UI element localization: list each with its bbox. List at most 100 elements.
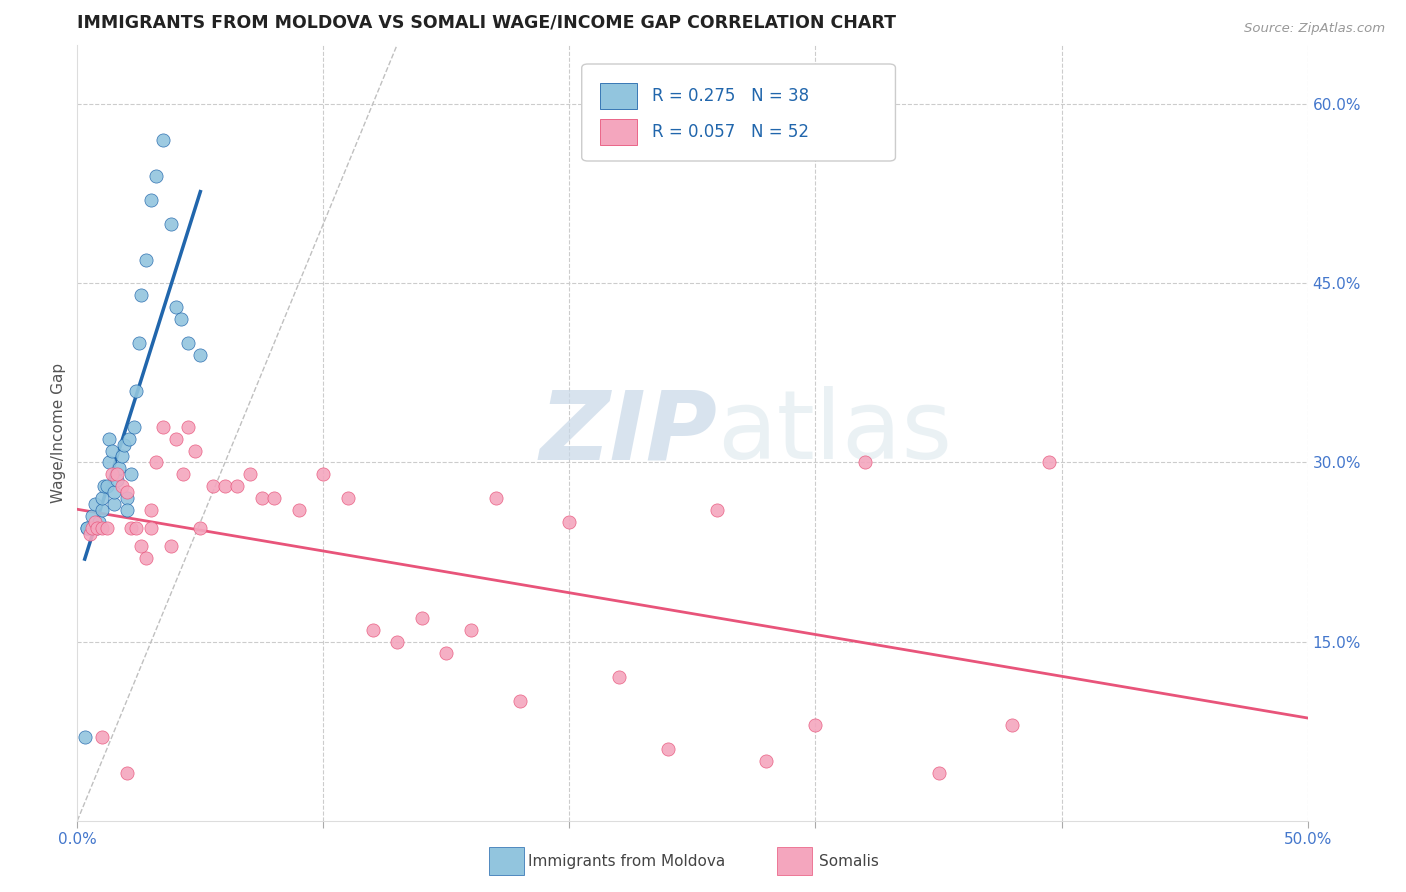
Point xyxy=(96,479,118,493)
Point xyxy=(165,432,187,446)
Y-axis label: Wage/Income Gap: Wage/Income Gap xyxy=(51,362,66,503)
Point xyxy=(129,288,153,302)
Point xyxy=(83,515,105,529)
Point xyxy=(111,450,132,464)
Point xyxy=(188,521,212,535)
Point xyxy=(385,634,409,648)
Point xyxy=(93,479,115,493)
Point xyxy=(79,527,101,541)
Point xyxy=(76,521,98,535)
Point xyxy=(177,419,200,434)
Point xyxy=(558,515,581,529)
Point xyxy=(115,491,138,506)
Point xyxy=(607,670,630,684)
Point xyxy=(125,521,148,535)
Point xyxy=(86,521,108,535)
Point xyxy=(115,503,138,517)
Point xyxy=(239,467,262,482)
Point xyxy=(103,497,125,511)
Point xyxy=(337,491,360,506)
Point xyxy=(755,754,778,768)
Point xyxy=(98,455,121,469)
Point xyxy=(706,503,728,517)
Point xyxy=(135,252,157,267)
Point xyxy=(160,539,183,553)
Point xyxy=(485,491,508,506)
Point xyxy=(657,742,679,756)
Point xyxy=(226,479,249,493)
Point xyxy=(152,419,174,434)
Point xyxy=(73,730,96,744)
Point xyxy=(108,461,131,475)
Point xyxy=(436,647,458,661)
Point xyxy=(115,485,138,500)
Point xyxy=(928,765,950,780)
Point xyxy=(460,623,482,637)
Point xyxy=(145,169,167,183)
Point xyxy=(214,479,236,493)
Point xyxy=(170,312,193,326)
Point xyxy=(141,521,163,535)
FancyBboxPatch shape xyxy=(600,120,637,145)
Point xyxy=(82,509,104,524)
Point xyxy=(90,730,114,744)
Point xyxy=(103,485,125,500)
Point xyxy=(128,336,150,351)
Point xyxy=(804,718,827,732)
Point xyxy=(118,432,141,446)
Point xyxy=(112,437,135,451)
Point xyxy=(853,455,876,469)
Point xyxy=(101,443,124,458)
Point xyxy=(121,521,143,535)
Point xyxy=(90,491,114,506)
Point xyxy=(141,503,163,517)
Point xyxy=(145,455,167,469)
Point xyxy=(96,521,118,535)
Point xyxy=(152,133,174,147)
Point xyxy=(90,521,114,535)
Text: atlas: atlas xyxy=(717,386,952,479)
Point xyxy=(105,474,128,488)
Text: R = 0.057   N = 52: R = 0.057 N = 52 xyxy=(652,123,808,141)
Point xyxy=(135,551,157,566)
Point xyxy=(105,467,128,482)
Point xyxy=(129,539,153,553)
Text: R = 0.275   N = 38: R = 0.275 N = 38 xyxy=(652,87,808,105)
Point xyxy=(82,521,104,535)
Text: Somalis: Somalis xyxy=(818,855,879,869)
Point xyxy=(184,443,207,458)
Text: IMMIGRANTS FROM MOLDOVA VS SOMALI WAGE/INCOME GAP CORRELATION CHART: IMMIGRANTS FROM MOLDOVA VS SOMALI WAGE/I… xyxy=(77,14,897,32)
Point xyxy=(172,467,194,482)
Point xyxy=(411,610,433,624)
Point xyxy=(141,193,163,207)
FancyBboxPatch shape xyxy=(600,83,637,109)
Point xyxy=(263,491,285,506)
Point xyxy=(1001,718,1024,732)
Point xyxy=(89,515,111,529)
Point xyxy=(76,521,98,535)
Point xyxy=(90,503,114,517)
Point xyxy=(98,432,121,446)
Point xyxy=(83,497,105,511)
Point xyxy=(101,467,124,482)
Point xyxy=(1038,455,1060,469)
Point xyxy=(188,348,212,362)
Point xyxy=(111,479,132,493)
Point xyxy=(121,467,143,482)
FancyBboxPatch shape xyxy=(582,64,896,161)
Point xyxy=(177,336,200,351)
Text: Immigrants from Moldova: Immigrants from Moldova xyxy=(529,855,725,869)
Point xyxy=(165,300,187,314)
Point xyxy=(509,694,531,708)
Point xyxy=(361,623,384,637)
Point xyxy=(250,491,273,506)
Point xyxy=(79,521,101,535)
Point xyxy=(115,765,138,780)
Point xyxy=(86,521,108,535)
Point xyxy=(312,467,335,482)
Text: ZIP: ZIP xyxy=(538,386,717,479)
Point xyxy=(201,479,224,493)
Point xyxy=(160,217,183,231)
Point xyxy=(125,384,148,398)
Point xyxy=(122,419,145,434)
